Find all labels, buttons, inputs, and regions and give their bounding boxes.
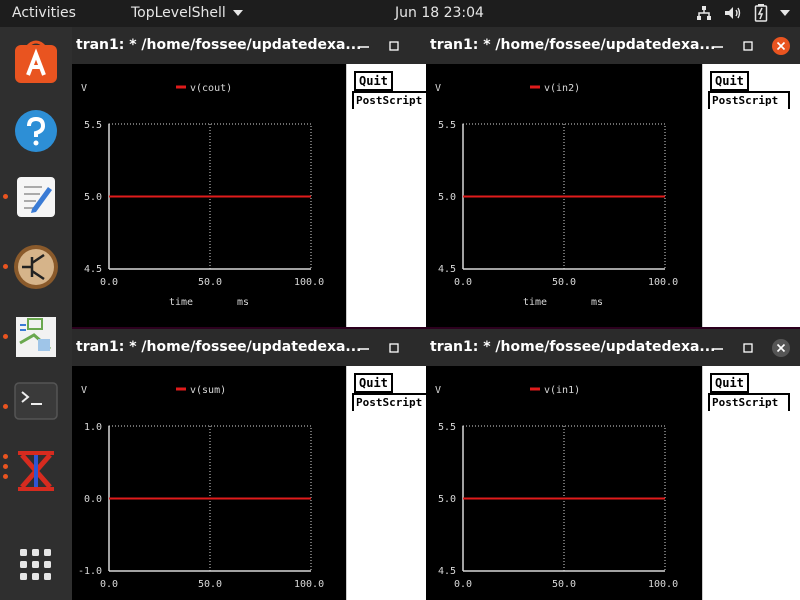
y-tick-label: -1.0 [78, 566, 102, 577]
window-title: tran1: * /home/fossee/updatedexa... [430, 37, 716, 53]
activities-button[interactable]: Activities [12, 5, 76, 21]
circuit-simulator-icon[interactable] [12, 243, 60, 291]
y-tick-label: 0.0 [84, 494, 102, 505]
x-tick-label: 0.0 [100, 277, 118, 288]
plot-area: v(cout) V 5.5 5.0 4.5 0.0 50.0 100.0 tim… [72, 64, 346, 327]
quit-button[interactable]: Quit [354, 71, 393, 91]
postscript-button[interactable]: PostScript [352, 393, 428, 411]
postscript-button[interactable]: PostScript [708, 393, 790, 411]
plot-area: v(in1) V 5.5 5.0 4.5 0.0 50.0 100.0 [426, 366, 702, 600]
legend-label: v(sum) [190, 385, 226, 396]
side-panel: Quit PostScript [702, 64, 792, 327]
window-titlebar[interactable]: tran1: * /home/fossee/updatedexa... [72, 329, 428, 366]
quit-button[interactable]: Quit [710, 373, 749, 393]
close-icon[interactable] [771, 338, 791, 358]
window-title: tran1: * /home/fossee/updatedexa... [76, 339, 362, 355]
plot-canvas: v(sum) V 1.0 0.0 -1.0 0.0 50.0 100.0 [78, 385, 324, 590]
x-tick-label: 100.0 [294, 579, 324, 590]
side-panel: Quit PostScript [702, 366, 792, 600]
y-tick-label: 4.5 [84, 264, 102, 275]
x-tick-label: 100.0 [648, 579, 678, 590]
help-icon[interactable] [12, 107, 60, 155]
plot-window-cout[interactable]: tran1: * /home/fossee/updatedexa... v(co… [72, 27, 428, 327]
chevron-down-icon [233, 10, 244, 16]
ubuntu-software-icon[interactable] [12, 37, 60, 85]
x-tick-label: 0.0 [454, 277, 472, 288]
x-tick-label: 0.0 [454, 579, 472, 590]
plot-window-in2[interactable]: tran1: * /home/fossee/updatedexa... v(in… [426, 27, 800, 327]
y-tick-label: 5.0 [84, 192, 102, 203]
x-axis-label: time [523, 297, 547, 308]
plot-area: v(in2) V 5.5 5.0 4.5 0.0 50.0 100.0 time… [426, 64, 702, 327]
x-tick-label: 50.0 [552, 579, 576, 590]
window-title: tran1: * /home/fossee/updatedexa... [76, 37, 362, 53]
y-tick-label: 4.5 [438, 566, 456, 577]
x-unit-label: ms [237, 297, 249, 308]
window-titlebar[interactable]: tran1: * /home/fossee/updatedexa... [426, 27, 800, 64]
y-tick-label: 5.0 [438, 494, 456, 505]
diagram-editor-icon[interactable] [12, 313, 60, 361]
postscript-button[interactable]: PostScript [352, 91, 428, 109]
window-titlebar[interactable]: tran1: * /home/fossee/updatedexa... [72, 27, 428, 64]
plot-window-in1[interactable]: tran1: * /home/fossee/updatedexa... v(in… [426, 329, 800, 600]
side-panel: Quit PostScript [346, 366, 428, 600]
x-tick-label: 50.0 [552, 277, 576, 288]
x-tick-label: 50.0 [198, 579, 222, 590]
x-unit-label: ms [591, 297, 603, 308]
side-panel: Quit PostScript [346, 64, 428, 327]
close-icon[interactable] [771, 36, 791, 56]
plot-area: v(sum) V 1.0 0.0 -1.0 0.0 50.0 100.0 [72, 366, 346, 600]
maximize-icon[interactable] [384, 36, 404, 56]
minimize-icon[interactable] [354, 36, 374, 56]
legend-label: v(in2) [544, 83, 580, 94]
minimize-icon[interactable] [708, 36, 728, 56]
legend-label: v(cout) [190, 83, 232, 94]
legend-label: v(in1) [544, 385, 580, 396]
window-title: tran1: * /home/fossee/updatedexa... [430, 339, 716, 355]
power-menu-icon[interactable] [780, 9, 790, 17]
system-tray[interactable] [696, 4, 790, 22]
maximize-icon[interactable] [738, 36, 758, 56]
y-tick-label: 5.0 [438, 192, 456, 203]
y-tick-label: 1.0 [84, 422, 102, 433]
battery-icon[interactable] [754, 4, 768, 22]
clock[interactable]: Jun 18 23:04 [395, 5, 484, 21]
quit-button[interactable]: Quit [710, 71, 749, 91]
y-tick-label: 5.5 [438, 120, 456, 131]
minimize-icon[interactable] [708, 338, 728, 358]
volume-icon[interactable] [724, 5, 742, 21]
y-unit-label: V [81, 83, 87, 94]
y-tick-label: 4.5 [438, 264, 456, 275]
y-tick-label: 5.5 [438, 422, 456, 433]
y-tick-label: 5.5 [84, 120, 102, 131]
plot-canvas: v(in2) V 5.5 5.0 4.5 0.0 50.0 100.0 time… [435, 83, 678, 308]
minimize-icon[interactable] [354, 338, 374, 358]
top-bar: Activities TopLevelShell Jun 18 23:04 [0, 0, 800, 27]
window-titlebar[interactable]: tran1: * /home/fossee/updatedexa... [426, 329, 800, 366]
quit-button[interactable]: Quit [354, 373, 393, 393]
kicad-app-icon[interactable] [12, 447, 60, 495]
y-unit-label: V [435, 83, 441, 94]
dock [0, 27, 72, 600]
x-axis-label: time [169, 297, 193, 308]
app-menu[interactable]: TopLevelShell [131, 5, 244, 21]
x-tick-label: 100.0 [648, 277, 678, 288]
y-unit-label: V [81, 385, 87, 396]
terminal-icon[interactable] [12, 377, 60, 425]
network-icon[interactable] [696, 5, 712, 21]
show-applications-icon[interactable] [12, 541, 60, 589]
maximize-icon[interactable] [738, 338, 758, 358]
maximize-icon[interactable] [384, 338, 404, 358]
x-tick-label: 50.0 [198, 277, 222, 288]
postscript-button[interactable]: PostScript [708, 91, 790, 109]
text-editor-icon[interactable] [12, 173, 60, 221]
x-tick-label: 100.0 [294, 277, 324, 288]
plot-window-sum[interactable]: tran1: * /home/fossee/updatedexa... v(su… [72, 329, 428, 600]
x-tick-label: 0.0 [100, 579, 118, 590]
plot-canvas: v(in1) V 5.5 5.0 4.5 0.0 50.0 100.0 [435, 385, 678, 590]
plot-canvas: v(cout) V 5.5 5.0 4.5 0.0 50.0 100.0 tim… [81, 83, 324, 308]
y-unit-label: V [435, 385, 441, 396]
app-menu-label: TopLevelShell [131, 5, 226, 21]
